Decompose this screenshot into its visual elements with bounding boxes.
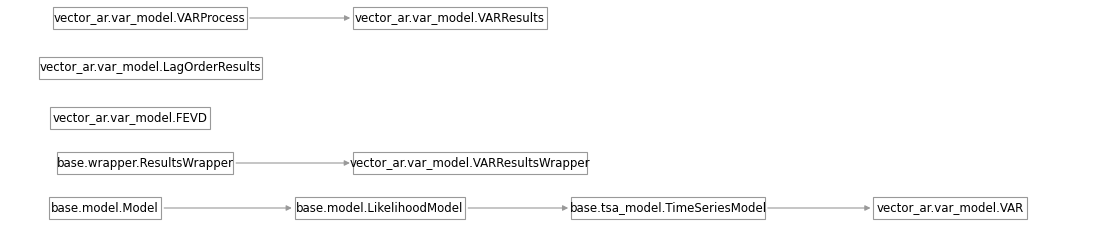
Text: base.model.LikelihoodModel: base.model.LikelihoodModel [296,202,464,215]
FancyBboxPatch shape [353,152,587,174]
Text: vector_ar.var_model.LagOrderResults: vector_ar.var_model.LagOrderResults [39,62,261,75]
Text: vector_ar.var_model.VARProcess: vector_ar.var_model.VARProcess [54,11,246,24]
Text: vector_ar.var_model.VAR: vector_ar.var_model.VAR [876,202,1024,215]
Text: vector_ar.var_model.VARResultsWrapper: vector_ar.var_model.VARResultsWrapper [349,157,590,169]
FancyBboxPatch shape [50,107,209,129]
FancyBboxPatch shape [873,197,1026,219]
FancyBboxPatch shape [570,197,765,219]
FancyBboxPatch shape [53,7,247,29]
FancyBboxPatch shape [49,197,161,219]
Text: base.tsa_model.TimeSeriesModel: base.tsa_model.TimeSeriesModel [569,202,766,215]
FancyBboxPatch shape [295,197,466,219]
Text: vector_ar.var_model.VARResults: vector_ar.var_model.VARResults [355,11,545,24]
Text: base.wrapper.ResultsWrapper: base.wrapper.ResultsWrapper [57,157,234,169]
FancyBboxPatch shape [353,7,547,29]
FancyBboxPatch shape [57,152,234,174]
Text: base.model.Model: base.model.Model [51,202,159,215]
Text: vector_ar.var_model.FEVD: vector_ar.var_model.FEVD [52,112,208,124]
FancyBboxPatch shape [39,57,261,79]
